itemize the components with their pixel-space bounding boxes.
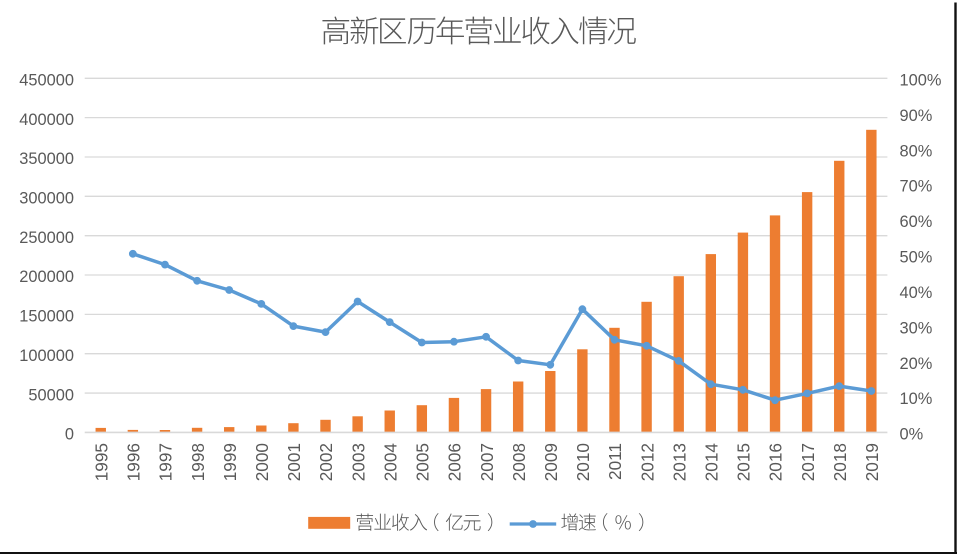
svg-text:2005: 2005 xyxy=(413,443,433,481)
svg-text:2009: 2009 xyxy=(541,443,561,481)
svg-text:450000: 450000 xyxy=(19,72,74,90)
svg-text:2004: 2004 xyxy=(380,443,400,482)
svg-text:20%: 20% xyxy=(900,355,933,373)
svg-text:2016: 2016 xyxy=(766,443,786,481)
svg-text:2000: 2000 xyxy=(252,443,272,481)
svg-text:10%: 10% xyxy=(900,390,933,408)
svg-text:200000: 200000 xyxy=(19,268,74,286)
svg-text:300000: 300000 xyxy=(19,190,74,208)
svg-text:2006: 2006 xyxy=(445,443,465,481)
svg-text:70%: 70% xyxy=(900,178,933,196)
svg-text:2012: 2012 xyxy=(637,443,657,481)
svg-text:0: 0 xyxy=(65,426,74,444)
svg-text:1996: 1996 xyxy=(124,443,144,481)
svg-text:2017: 2017 xyxy=(798,443,818,481)
svg-text:50000: 50000 xyxy=(28,386,74,404)
svg-text:90%: 90% xyxy=(900,107,933,125)
svg-text:1995: 1995 xyxy=(91,443,111,481)
svg-text:2019: 2019 xyxy=(862,443,882,481)
svg-text:2007: 2007 xyxy=(477,443,497,481)
svg-text:1997: 1997 xyxy=(156,443,176,481)
svg-text:1999: 1999 xyxy=(220,443,240,481)
svg-text:2003: 2003 xyxy=(348,443,368,481)
svg-text:1998: 1998 xyxy=(188,443,208,481)
svg-text:150000: 150000 xyxy=(19,308,74,326)
svg-text:2008: 2008 xyxy=(509,443,529,481)
svg-text:400000: 400000 xyxy=(19,111,74,129)
svg-text:80%: 80% xyxy=(900,142,933,160)
svg-text:2001: 2001 xyxy=(284,443,304,481)
svg-text:350000: 350000 xyxy=(19,150,74,168)
svg-text:2013: 2013 xyxy=(669,443,689,481)
svg-text:60%: 60% xyxy=(900,213,933,231)
svg-text:0%: 0% xyxy=(900,426,924,444)
svg-text:2010: 2010 xyxy=(573,443,593,481)
svg-text:2014: 2014 xyxy=(702,443,722,482)
svg-text:250000: 250000 xyxy=(19,229,74,247)
svg-text:100%: 100% xyxy=(900,72,942,90)
svg-text:100000: 100000 xyxy=(19,347,74,365)
svg-text:2002: 2002 xyxy=(316,443,336,481)
svg-text:2011: 2011 xyxy=(605,443,625,480)
svg-text:50%: 50% xyxy=(900,249,933,267)
svg-text:2018: 2018 xyxy=(830,443,850,481)
svg-text:2015: 2015 xyxy=(734,443,754,481)
svg-text:40%: 40% xyxy=(900,284,933,302)
svg-text:30%: 30% xyxy=(900,319,933,337)
